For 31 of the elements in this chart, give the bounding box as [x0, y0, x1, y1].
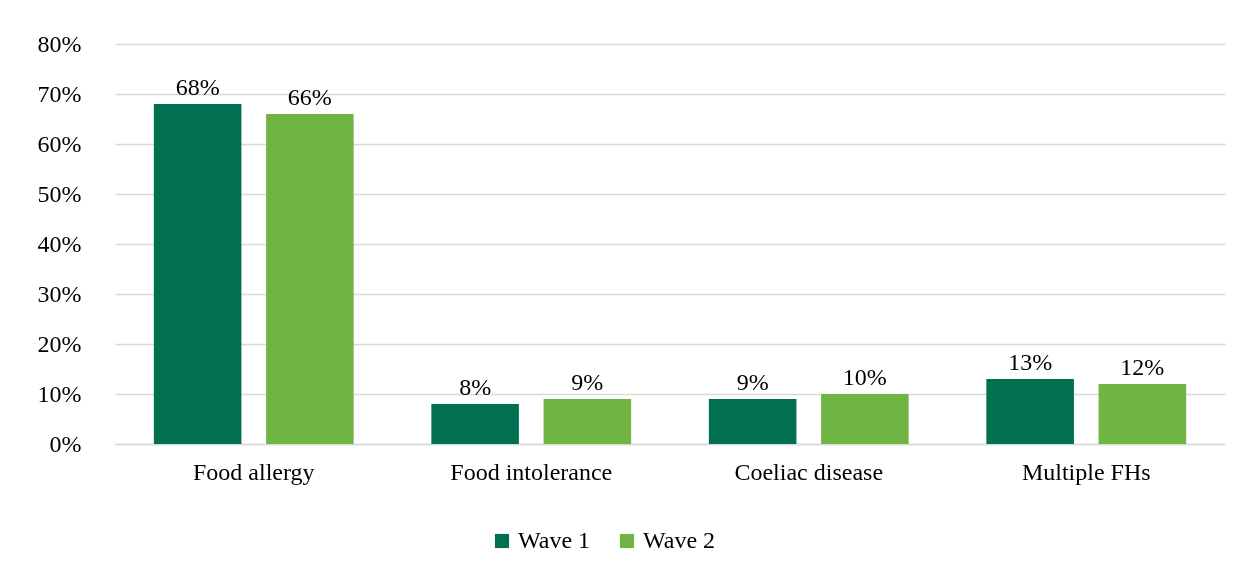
x-tick-label: Food allergy [192, 458, 315, 485]
bar [708, 399, 797, 444]
y-tick-label: 80% [37, 30, 82, 57]
y-tick-label: 10% [37, 380, 82, 407]
data-label: 10% [842, 364, 887, 390]
data-label: 13% [1008, 349, 1053, 375]
data-label: 8% [459, 374, 492, 400]
bar [821, 394, 909, 444]
data-label: 68% [175, 74, 220, 100]
data-label: 66% [287, 84, 332, 110]
y-tick-label: 40% [37, 230, 82, 257]
x-tick-label: Coeliac disease [734, 458, 884, 485]
y-tick-label: 30% [37, 280, 82, 307]
bar [543, 399, 632, 444]
bar [986, 379, 1074, 444]
bar [1098, 384, 1187, 444]
data-label: 12% [1120, 354, 1165, 380]
legend-label: Wave 1 [518, 527, 591, 553]
y-tick-label: 0% [49, 430, 82, 457]
data-label: 9% [736, 369, 769, 395]
x-tick-label: Multiple FHs [1021, 458, 1151, 485]
y-tick-label: 70% [37, 80, 82, 107]
legend-label: Wave 2 [643, 527, 716, 553]
y-tick-label: 60% [37, 130, 82, 157]
data-label: 9% [571, 369, 604, 395]
x-tick-label: Food intolerance [450, 458, 613, 485]
y-tick-label: 20% [37, 330, 82, 357]
bar [266, 114, 354, 444]
bar [153, 104, 242, 444]
y-tick-label: 50% [37, 180, 82, 207]
bar [431, 404, 519, 444]
